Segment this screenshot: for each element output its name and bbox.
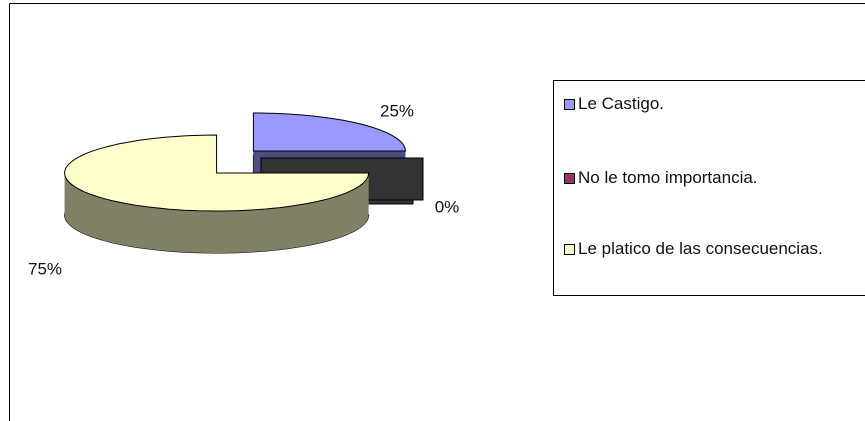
legend-entry: Le Castigo. (564, 93, 865, 115)
slice-side (236, 210, 245, 253)
slice-side (80, 190, 85, 234)
slice-side (84, 191, 88, 236)
slice-side (364, 180, 366, 225)
slice-side (286, 205, 294, 249)
slice-side (367, 174, 369, 219)
slice-side (96, 196, 102, 240)
slice-side (206, 210, 215, 253)
slice-side (155, 207, 163, 251)
slice-side (169, 209, 177, 252)
slice-side (184, 210, 192, 253)
slice-side (350, 189, 354, 234)
slice-side (280, 206, 287, 250)
slice-side (244, 210, 252, 253)
slice-side (251, 209, 259, 252)
data-label: 75% (28, 259, 62, 278)
slice-side (342, 192, 347, 237)
legend-entry: Le platico de las consecuencias. (564, 238, 865, 260)
slice-top (64, 134, 370, 212)
slice-side (129, 204, 136, 248)
slice-side (266, 208, 273, 251)
slice-side (361, 182, 364, 227)
slice-side (88, 193, 93, 237)
slice-side (176, 209, 185, 253)
slice-side (346, 191, 351, 235)
slice-side (306, 202, 312, 246)
slice-side (101, 197, 107, 242)
slice-side (338, 194, 343, 238)
slice-top (252, 112, 406, 152)
slice-side (273, 207, 280, 251)
slice-side (135, 205, 143, 249)
slice-side (299, 203, 306, 247)
slice-side (92, 194, 97, 239)
slice-side (162, 208, 170, 252)
legend: Le Castigo. No le tomo importancia. Le pla… (553, 80, 865, 296)
legend-swatch (564, 244, 575, 255)
slice-side (214, 211, 222, 253)
legend-label: Le Castigo. (578, 94, 664, 113)
slice-side (323, 198, 329, 243)
legend-label: Le platico de las consecuencias. (578, 239, 823, 258)
slice-side (199, 210, 207, 253)
legend-swatch (564, 173, 575, 184)
slice-side (111, 200, 118, 244)
slice-side (317, 200, 324, 244)
slice-side (117, 201, 124, 245)
slice-side (328, 197, 334, 241)
slice-side (65, 168, 66, 212)
slice-side (333, 195, 339, 240)
slice-side (106, 199, 112, 243)
slice-side (148, 207, 156, 250)
slice-side (359, 184, 362, 228)
slice-side (221, 210, 230, 253)
legend-label: No le tomo importancia. (578, 168, 758, 187)
slice-side (123, 203, 130, 247)
slice-side (356, 186, 360, 230)
data-label: 0% (435, 197, 460, 216)
pie-slice (64, 134, 370, 254)
slice-side (229, 210, 237, 253)
slice-side (258, 209, 266, 252)
legend-entry: No le tomo importancia. (564, 167, 865, 189)
slice-side (366, 176, 368, 221)
slice-side (142, 206, 149, 249)
slice-side (191, 210, 200, 253)
slice-side (365, 178, 367, 223)
slice-side (311, 201, 318, 245)
data-label: 25% (380, 101, 414, 120)
slice-side (293, 204, 300, 248)
slice-side (353, 187, 357, 232)
legend-swatch (564, 99, 575, 110)
